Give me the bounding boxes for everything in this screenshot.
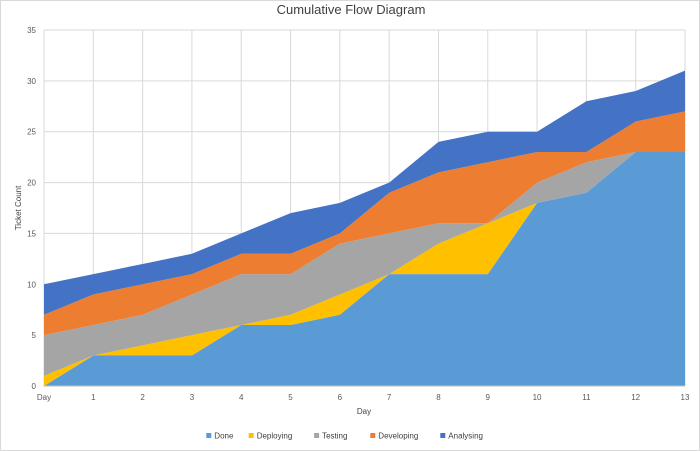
- y-tick-label: 15: [27, 229, 36, 238]
- x-tick-label: 6: [338, 393, 343, 402]
- x-tick-label: Day: [37, 393, 51, 402]
- x-tick-label: 9: [486, 393, 491, 402]
- y-tick-label: 30: [27, 77, 36, 86]
- legend-swatch: [314, 433, 320, 438]
- x-tick-label: 8: [436, 393, 441, 402]
- x-tick-label: 4: [239, 393, 244, 402]
- x-tick-label: 5: [288, 393, 293, 402]
- area-developing: [44, 111, 685, 336]
- chart-title: Cumulative Flow Diagram: [277, 2, 426, 17]
- x-tick-label: 7: [387, 393, 392, 402]
- legend-swatch: [440, 433, 446, 438]
- y-tick-label: 25: [27, 128, 36, 137]
- y-tick-label: 5: [32, 331, 37, 340]
- area-analysing: [44, 70, 685, 315]
- area-testing: [44, 152, 685, 376]
- x-axis-label: Day: [357, 407, 371, 416]
- x-tick-label: 3: [190, 393, 195, 402]
- legend-label: Testing: [322, 432, 347, 441]
- legend-swatch: [248, 433, 254, 438]
- x-tick-label: 2: [140, 393, 145, 402]
- legend-label: Analysing: [448, 432, 483, 441]
- legend-label: Done: [214, 432, 234, 441]
- y-tick-label: 35: [27, 26, 36, 35]
- x-tick-label: 10: [533, 393, 542, 402]
- y-tick-label: 10: [27, 280, 36, 289]
- legend-label: Developing: [378, 432, 418, 441]
- area-deploying: [44, 152, 685, 386]
- legend-label: Deploying: [257, 432, 293, 441]
- x-tick-label: 1: [91, 393, 96, 402]
- y-tick-label: 20: [27, 179, 36, 188]
- y-axis-label: Ticket Count: [14, 185, 23, 230]
- legend-swatch: [206, 433, 212, 438]
- legend-swatch: [370, 433, 376, 438]
- x-tick-label: 13: [681, 393, 690, 402]
- area-done: [44, 152, 685, 386]
- x-tick-label: 11: [582, 393, 591, 402]
- y-tick-label: 0: [32, 382, 37, 391]
- x-tick-label: 12: [631, 393, 640, 402]
